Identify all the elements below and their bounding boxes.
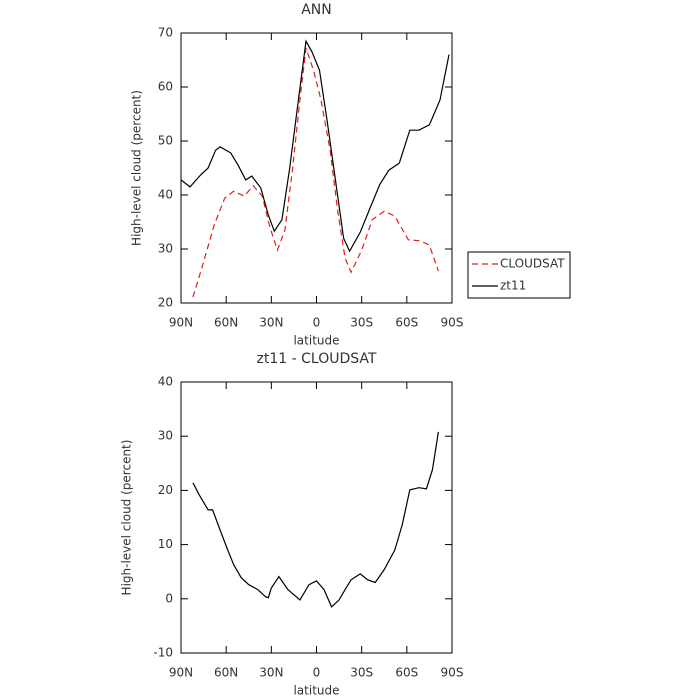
x-tick-label: 60S <box>395 316 418 330</box>
data-line <box>180 39 450 253</box>
x-tick-label: 90S <box>441 666 464 680</box>
y-tick-label: 10 <box>158 537 173 551</box>
x-tick-label: 30N <box>259 666 283 680</box>
y-tick-label: 60 <box>158 80 173 94</box>
y-tick-label: 50 <box>158 134 173 148</box>
y-tick-label: 20 <box>158 483 173 497</box>
y-axis-label: High-level cloud (percent) <box>130 90 144 246</box>
x-tick-label: 30S <box>350 666 373 680</box>
y-tick-label: -10 <box>153 646 173 660</box>
x-tick-label: 60S <box>395 666 418 680</box>
plot-frame <box>180 32 453 304</box>
y-tick-label: 70 <box>158 26 173 40</box>
x-axis-label: latitude <box>293 684 339 698</box>
x-tick-label: 60N <box>214 666 238 680</box>
legend-box <box>467 251 571 299</box>
x-tick-label: 0 <box>313 316 321 330</box>
x-tick-label: 0 <box>313 666 321 680</box>
y-tick-label: 20 <box>158 296 173 310</box>
y-tick-label: 30 <box>158 429 173 443</box>
x-axis-label: latitude <box>293 334 339 348</box>
y-axis-label: High-level cloud (percent) <box>120 440 134 596</box>
legend-label: CLOUDSAT <box>500 257 565 271</box>
x-tick-label: 60N <box>214 316 238 330</box>
y-tick-label: 40 <box>158 375 173 389</box>
x-tick-label: 30S <box>350 316 373 330</box>
y-tick-label: 0 <box>165 591 173 605</box>
y-tick-label: 40 <box>158 188 173 202</box>
data-line <box>192 47 439 298</box>
plot-frame <box>180 381 453 654</box>
legend-label: zt11 <box>500 279 526 293</box>
chart-title: ANN <box>301 2 332 18</box>
x-tick-label: 30N <box>259 316 283 330</box>
x-tick-label: 90N <box>169 316 193 330</box>
data-line <box>192 431 439 608</box>
y-tick-label: 30 <box>158 242 173 256</box>
chart-title: zt11 - CLOUDSAT <box>257 351 377 367</box>
x-tick-label: 90N <box>169 666 193 680</box>
x-tick-label: 90S <box>441 316 464 330</box>
